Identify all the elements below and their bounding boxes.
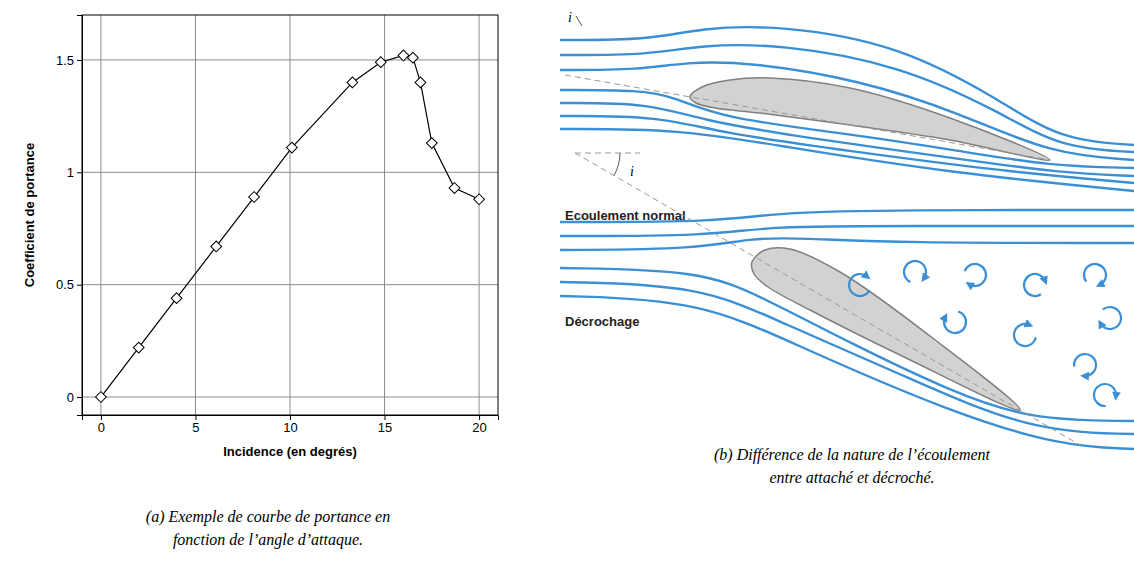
y-tick-label: 0: [67, 390, 74, 405]
plot-frame: [82, 15, 498, 415]
x-tick: 15: [378, 415, 392, 435]
x-grid-line: [479, 15, 480, 415]
x-tick-label: 10: [283, 420, 297, 435]
chord-line: [565, 75, 1050, 160]
vortex: [944, 311, 966, 333]
y-tick: 1.5: [56, 53, 82, 68]
vortex: [849, 274, 870, 296]
angle-tick: [576, 16, 582, 26]
caption-line: (b) Différence de la nature de l’écoulem…: [714, 446, 991, 464]
airfoil: [751, 248, 1020, 411]
y-tick-mark: [77, 172, 82, 173]
x-axis-title: Incidence (en degrés): [223, 444, 357, 459]
data-point: [375, 57, 386, 68]
y-axis-title: Coefficient de portance: [22, 143, 37, 287]
vortex: [1094, 384, 1116, 406]
x-tick: 20: [472, 415, 486, 435]
data-point: [96, 392, 107, 403]
x-grid-line: [100, 15, 101, 415]
vortex: [904, 261, 926, 282]
data-point: [426, 138, 437, 149]
x-grid-line: [290, 15, 291, 415]
grid: [82, 15, 498, 415]
angle-label: i: [630, 164, 634, 179]
y-tick-mark: [77, 397, 82, 398]
y-tick-mark: [77, 60, 82, 61]
y-tick-label: 1: [67, 165, 74, 180]
x-tick-label: 20: [472, 420, 486, 435]
data-point: [415, 77, 426, 88]
data-point: [133, 342, 144, 353]
y-grid-line: [82, 59, 498, 60]
caption-line: fonction de l’angle d’attaque.: [173, 531, 363, 549]
x-grid-line: [195, 15, 196, 415]
data-point: [474, 194, 485, 205]
x-tick: 5: [192, 415, 199, 435]
vortex: [1024, 274, 1045, 296]
x-tick-label: 5: [192, 420, 199, 435]
streamline: [560, 238, 1134, 250]
airfoil: [690, 78, 1050, 161]
figure: 0 5 10 15 20 0 0.5 1 1.5 Incidence (en degrés) Coe…: [0, 0, 1134, 575]
y-tick: 0.5: [56, 277, 82, 292]
angle-label: i: [568, 10, 572, 25]
streamline: [560, 116, 1134, 183]
data-point: [211, 241, 222, 252]
y-tick-label: 1.5: [56, 53, 74, 68]
x-grid-line: [384, 15, 385, 415]
y-tick-label: 0.5: [56, 277, 74, 292]
caption-line: (a) Exemple de courbe de portance en: [146, 508, 390, 526]
data-point: [449, 183, 460, 194]
data-point: [347, 77, 358, 88]
data-line: [101, 55, 479, 397]
reference-line: [575, 153, 640, 154]
y-grid-line: [82, 284, 498, 285]
caption-line: entre attaché et décroché.: [770, 469, 935, 486]
page: 0 5 10 15 20 0 0.5 1 1.5 Incidence (en degrés) Coe…: [0, 0, 1134, 575]
data-point: [287, 142, 298, 153]
y-tick: 0: [67, 390, 82, 405]
chord-line: [575, 153, 1080, 445]
y-tick: 1: [67, 165, 82, 180]
panel-label: Décrochage: [565, 314, 639, 329]
streamline: [560, 27, 1134, 145]
vortex: [1074, 354, 1096, 376]
vortex: [965, 264, 986, 286]
streamline: [560, 210, 1134, 222]
vortex: [1014, 324, 1036, 346]
vortex: [1084, 264, 1106, 285]
x-tick-label: 0: [98, 420, 105, 435]
y-grid-line: [82, 172, 498, 173]
diagram: iEcoulement normaliDécrochage: [560, 10, 1134, 449]
plot-area: [96, 50, 485, 402]
y-grid-line: [82, 397, 498, 398]
x-tick: 10: [283, 415, 297, 435]
x-tick-label: 15: [378, 420, 392, 435]
x-tick: 0: [98, 415, 105, 435]
streamline: [560, 62, 1134, 160]
chart: 0 5 10 15 20 0 0.5 1 1.5 Incidence (en degrés) Coe…: [22, 15, 499, 459]
data-point: [408, 52, 419, 63]
data-point: [171, 293, 182, 304]
vortex: [1100, 307, 1121, 329]
x-axis: 0 5 10 15 20: [83, 415, 499, 435]
angle-arc: [614, 153, 620, 176]
y-tick-mark: [77, 285, 82, 286]
streamline: [560, 226, 1134, 236]
data-point: [398, 50, 409, 61]
y-axis: 0 0.5 1 1.5: [56, 16, 83, 416]
data-point: [249, 192, 260, 203]
y-axis-line: [77, 16, 83, 416]
